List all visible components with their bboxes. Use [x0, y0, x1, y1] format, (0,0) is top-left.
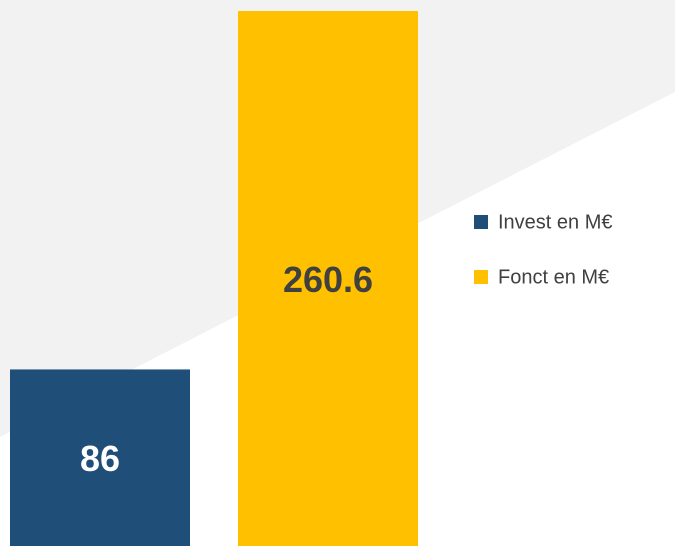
- legend-label: Invest en M€: [498, 211, 613, 233]
- legend-swatch: [474, 270, 488, 284]
- data-label: 86: [80, 438, 120, 479]
- legend-label: Fonct en M€: [498, 266, 609, 288]
- bar: [238, 11, 418, 546]
- legend-swatch: [474, 215, 488, 229]
- data-label: 260.6: [283, 259, 373, 300]
- bar: [10, 369, 190, 546]
